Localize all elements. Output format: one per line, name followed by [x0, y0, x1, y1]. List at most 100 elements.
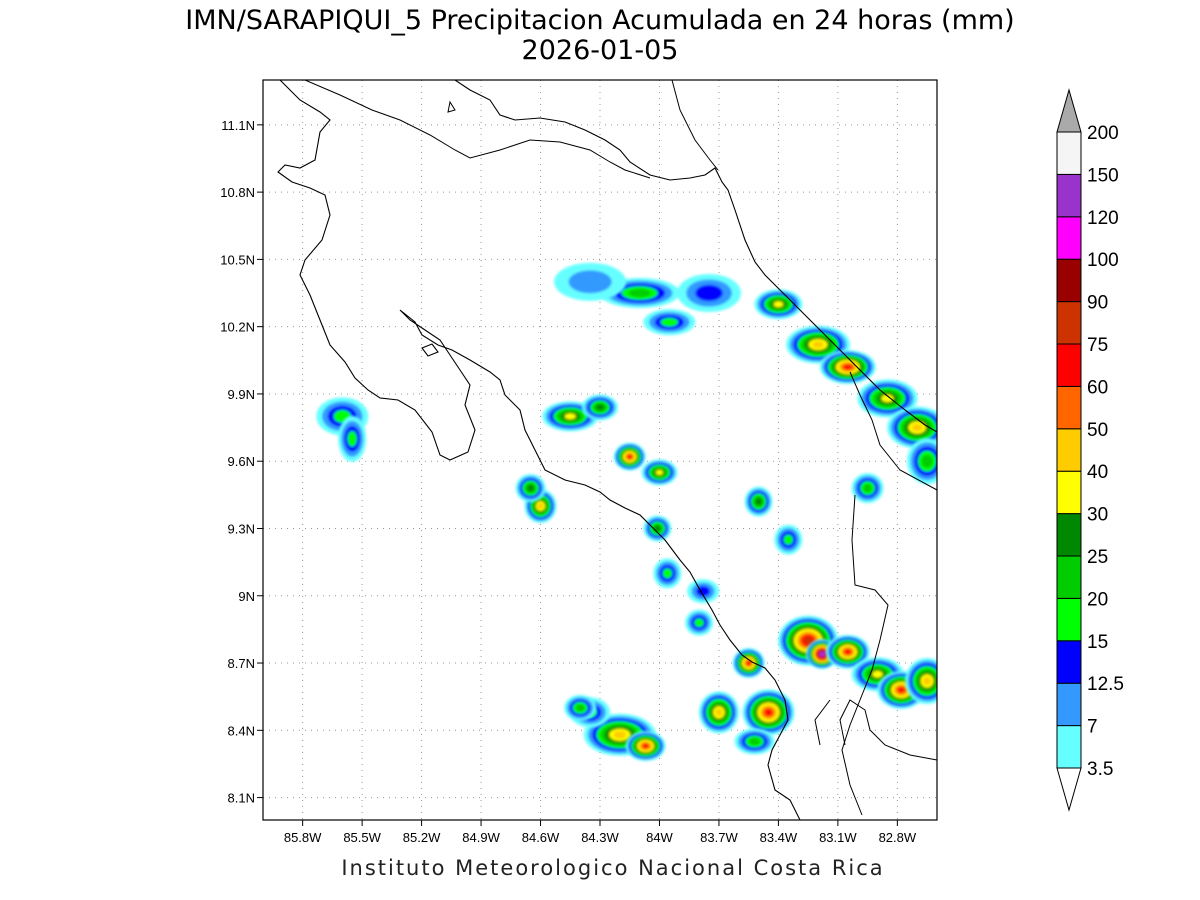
precip-cell — [653, 558, 682, 589]
map-title: IMN/SARAPIQUI_5 Precipitacion Acumulada … — [185, 5, 1015, 36]
precip-cell — [734, 728, 775, 755]
map-date: 2026-01-05 — [521, 35, 679, 66]
lat-tick-label: 10.2N — [220, 320, 255, 335]
lon-tick-label: 84.9W — [462, 830, 500, 845]
colorbar-legend: 3.5 7 12.5 15 20 25 30 40 50 60 75 90 100 120 150 200 — [1056, 88, 1124, 812]
lat-tick-label: 10.5N — [220, 252, 255, 267]
lon-tick-label: 82.8W — [879, 830, 917, 845]
longitude-tick-labels: 85.8W 85.5W 85.2W 84.9W 84.6W 84.3W 84W 83.7W 83… — [284, 830, 917, 845]
lon-tick-label: 83.1W — [819, 830, 857, 845]
latitude-tick-labels: 11.1N 10.8N 10.5N 10.2N 9.9N 9.6N 9.3N 9N 8.7N 8.… — [220, 118, 255, 806]
lon-tick-label: 84.6W — [522, 830, 560, 845]
colorbar-swatch — [1056, 640, 1082, 684]
precip-cell — [687, 579, 720, 604]
colorbar-swatch — [1056, 428, 1082, 472]
precip-cell — [641, 459, 678, 486]
precip-contour — [642, 743, 649, 749]
precip-contour — [911, 423, 923, 432]
precip-cell — [643, 309, 696, 336]
precip-cell — [907, 438, 937, 485]
precip-contour — [746, 660, 751, 666]
colorbar-label: 200 — [1087, 123, 1119, 144]
precip-contour — [695, 284, 723, 302]
precip-contour — [694, 618, 704, 628]
lat-tick-label: 9N — [238, 589, 255, 604]
precip-cell — [887, 406, 937, 449]
precip-cell — [338, 415, 367, 462]
precip-contour — [923, 676, 931, 686]
precip-cell — [819, 350, 876, 385]
precip-contour — [660, 317, 679, 327]
precip-cell — [698, 691, 739, 734]
precip-cell — [825, 634, 870, 669]
precip-cell — [851, 473, 884, 504]
colorbar-label: 12.5 — [1087, 674, 1124, 695]
precip-cell — [613, 442, 646, 471]
precip-contour — [655, 469, 664, 476]
precipitation-field — [316, 262, 937, 761]
lat-tick-label: 11.1N — [221, 118, 255, 133]
colorbar-swatch — [1056, 682, 1082, 727]
precip-cell — [754, 289, 803, 320]
colorbar-label: 75 — [1087, 335, 1108, 356]
colorbar-label: 3.5 — [1087, 759, 1113, 780]
precip-cell — [774, 524, 803, 555]
colorbar-low-arrow — [1056, 767, 1082, 812]
plot-frame — [262, 79, 938, 821]
precip-contour — [897, 687, 905, 693]
lon-tick-label: 84W — [646, 830, 673, 845]
colorbar-label: 150 — [1087, 165, 1119, 186]
precip-cell — [742, 689, 795, 736]
precip-contour — [921, 454, 933, 468]
coastline-borders — [277, 80, 937, 820]
colorbar-label: 7 — [1087, 717, 1098, 738]
lat-tick-label: 10.8N — [220, 185, 255, 200]
colorbar-label: 90 — [1087, 293, 1108, 314]
gulf-of-nicoya-island — [421, 343, 439, 357]
precip-contour — [715, 708, 723, 717]
precip-contour — [863, 484, 872, 493]
precip-contour — [537, 503, 544, 510]
precip-cell — [515, 474, 546, 503]
lat-tick-label: 8.7N — [228, 656, 255, 671]
precip-cell — [685, 609, 714, 636]
precip-contour — [773, 301, 784, 308]
precip-contour — [628, 288, 651, 298]
colorbar-label: 120 — [1087, 208, 1119, 229]
precip-contour — [575, 704, 585, 712]
precip-contour — [820, 652, 825, 657]
colorbar-high-arrow — [1056, 88, 1082, 133]
precip-contour — [764, 709, 773, 716]
colorbar-swatch — [1056, 131, 1082, 175]
precip-cell — [744, 486, 773, 517]
precip-cell — [677, 274, 742, 313]
lat-tick-label: 9.3N — [228, 521, 255, 536]
precip-contour — [564, 413, 576, 420]
lat-tick-label: 9.6N — [228, 454, 255, 469]
colorbar-swatch — [1056, 513, 1082, 557]
small-island — [447, 100, 456, 113]
lat-tick-label: 8.1N — [228, 791, 255, 806]
colorbar-swatch — [1056, 343, 1082, 387]
precip-cell — [564, 694, 597, 721]
pacific-coastline — [277, 80, 801, 820]
lat-tick-label: 9.9N — [228, 387, 255, 402]
precip-contour — [595, 404, 605, 411]
precip-contour — [662, 568, 673, 579]
nicaragua-border — [304, 80, 651, 179]
lon-tick-label: 83.4W — [760, 830, 798, 845]
precip-contour — [613, 731, 627, 739]
precip-contour — [804, 637, 813, 644]
colorbar-swatch — [1056, 216, 1082, 260]
precip-cell — [806, 639, 839, 670]
lon-tick-label: 83.7W — [700, 830, 738, 845]
lake-nicaragua-shore — [671, 80, 719, 171]
caribbean-coastline — [454, 80, 937, 433]
precip-cell — [643, 515, 672, 542]
lon-tick-label: 85.5W — [343, 830, 381, 845]
colorbar-label: 40 — [1087, 462, 1108, 483]
precip-contour — [872, 670, 883, 678]
precip-contour — [749, 737, 761, 746]
precip-contour — [844, 649, 851, 655]
